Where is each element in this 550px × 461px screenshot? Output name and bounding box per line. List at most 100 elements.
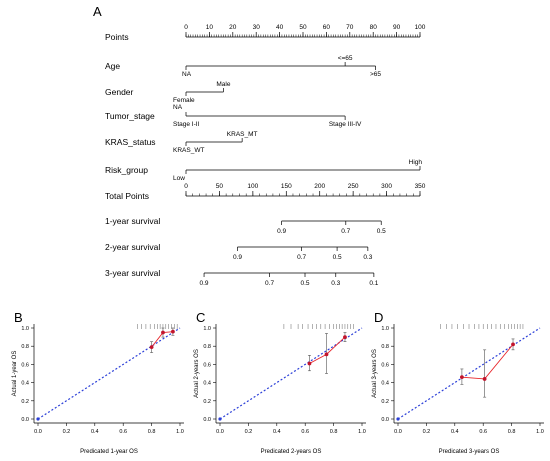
panel-b-x-tick-label: 0.4 — [91, 429, 99, 435]
panel-b-y-axis-label: Actual 1-year OS — [12, 351, 18, 397]
row-label-kras-status: KRAS_status — [105, 137, 156, 147]
1-year-survival-tick-label: 0.7 — [341, 228, 350, 235]
row-label-age: Age — [105, 61, 120, 71]
panel-b-y-tick-label: 0.6 — [21, 362, 29, 368]
panel-c-y-tick-label: 0.0 — [203, 417, 211, 423]
points-tick-label: 90 — [393, 24, 401, 31]
panel-b-y-tick-label: 0.4 — [21, 381, 29, 387]
3-year-survival-tick-label: 0.5 — [300, 280, 309, 287]
2-year-survival-tick-label: 0.7 — [297, 254, 306, 261]
panel-c-data-point — [324, 352, 329, 357]
3-year-survival-tick-label: 0.9 — [200, 280, 209, 287]
panel-c-y-tick-label: 0.4 — [203, 381, 211, 387]
panel-c-data-point — [343, 335, 347, 339]
panel-c-x-axis-label: Predicated 2-years OS — [261, 449, 322, 455]
1-year-survival-tick-label: 0.9 — [277, 228, 286, 235]
total-points-tick-label: 250 — [348, 183, 359, 190]
age-level-65: <=65 — [338, 55, 353, 62]
total-points-tick-label: 50 — [216, 183, 224, 190]
panel-d-origin-marker — [396, 417, 400, 421]
panel-c-x-tick-label: 0.8 — [330, 429, 338, 435]
age-level-na: NA — [182, 71, 192, 78]
panel-d-y-tick-label: 1.0 — [381, 326, 389, 332]
panel-d-label: D — [374, 310, 383, 325]
panel-d-y-tick-label: 0.0 — [381, 417, 389, 423]
points-tick-label: 80 — [370, 24, 378, 31]
panel-b-y-tick-label: 0.0 — [21, 417, 29, 423]
panel-d-y-axis-label: Actual 3-years OS — [372, 349, 378, 398]
panel-label-a: A — [93, 4, 102, 19]
panel-b-data-point — [161, 330, 165, 335]
total-points-tick-label: 100 — [247, 183, 258, 190]
panel-b-data-point — [171, 329, 175, 334]
total-points-tick-label: 300 — [381, 183, 392, 190]
panel-d-x-tick-label: 0.8 — [508, 429, 516, 435]
panel-d-y-tick-label: 0.2 — [381, 399, 389, 405]
panel-b-y-tick-label: 0.8 — [21, 344, 29, 350]
row-label-gender: Gender — [105, 87, 134, 97]
points-tick-label: 50 — [299, 24, 307, 31]
panel-d-x-tick-label: 1.0 — [536, 429, 544, 435]
points-tick-label: 100 — [415, 24, 426, 31]
panel-d-x-tick-label: 0.2 — [423, 429, 431, 435]
2-year-survival-tick-label: 0.9 — [233, 254, 242, 261]
panel-b-data-point — [149, 345, 154, 350]
panel-c-label: C — [196, 310, 205, 325]
panel-c-x-tick-label: 1.0 — [358, 429, 366, 435]
points-tick-label: 20 — [229, 24, 237, 31]
2-year-survival-tick-label: 0.3 — [363, 254, 372, 261]
points-tick-label: 70 — [346, 24, 354, 31]
row-label-total-points: Total Points — [105, 191, 149, 201]
panel-d-x-tick-label: 0.0 — [394, 429, 402, 435]
panel-d-data-point — [460, 375, 464, 380]
panel-d-x-axis-label: Predicated 3-years OS — [439, 449, 500, 455]
panel-b-y-tick-label: 0.2 — [21, 399, 29, 405]
panel-c-calibration-line — [309, 336, 346, 364]
row-label-risk-group: Risk_group — [105, 165, 148, 175]
panel-c-x-tick-label: 0.2 — [245, 429, 253, 435]
row-label-3-year-survival: 3-year survival — [105, 268, 160, 278]
points-tick-label: 40 — [276, 24, 284, 31]
panel-d-data-point — [511, 342, 515, 347]
panel-c-x-tick-label: 0.0 — [216, 429, 224, 435]
3-year-survival-tick-label: 0.3 — [331, 280, 340, 287]
3-year-survival-tick-label: 0.1 — [369, 280, 378, 287]
points-tick-label: 30 — [253, 24, 261, 31]
panel-b-origin-marker — [36, 417, 40, 421]
panel-b-ideal-line — [37, 327, 181, 420]
kras-status-level-kras-mt: KRAS_MT — [227, 131, 258, 138]
row-label-2-year-survival: 2-year survival — [105, 242, 160, 252]
panel-d-y-tick-label: 0.6 — [381, 362, 389, 368]
kras-status-level-kras-wt: KRAS_WT — [173, 147, 204, 154]
panel-b-x-tick-label: 0.0 — [34, 429, 42, 435]
gender-level-female: Female — [173, 97, 195, 104]
panel-c-origin-marker — [218, 417, 222, 421]
points-tick-label: 10 — [206, 24, 214, 31]
total-points-tick-label: 0 — [184, 183, 188, 190]
panel-b-x-axis-label: Predicated 1-year OS — [80, 449, 138, 455]
total-points-tick-label: 350 — [415, 183, 426, 190]
row-label-tumor-stage: Tumor_stage — [105, 111, 155, 121]
panel-b-x-tick-label: 0.6 — [119, 429, 127, 435]
panel-c-x-tick-label: 0.6 — [301, 429, 309, 435]
panel-c-data-point — [307, 361, 312, 366]
panel-d-data-point — [482, 377, 487, 381]
points-tick-label: 0 — [184, 24, 188, 31]
row-label-1-year-survival: 1-year survival — [105, 216, 160, 226]
tumor-stage-level-stage-iii-iv: Stage III-IV — [329, 121, 362, 128]
age-level-65: >65 — [370, 71, 381, 78]
panel-d-ideal-line — [397, 327, 541, 420]
panel-c-x-tick-label: 0.4 — [273, 429, 281, 435]
total-points-tick-label: 150 — [281, 183, 292, 190]
risk-group-level-high: High — [409, 159, 423, 166]
panel-b-x-tick-label: 0.2 — [63, 429, 71, 435]
panel-b-x-tick-label: 0.8 — [148, 429, 156, 435]
panel-b-x-tick-label: 1.0 — [176, 429, 184, 435]
gender-level-male: Male — [216, 81, 230, 88]
risk-group-level-low: Low — [173, 175, 185, 182]
row-label-points: Points — [105, 32, 129, 42]
tumor-stage-level-na: NA — [173, 104, 183, 111]
panel-b-y-tick-label: 1.0 — [21, 326, 29, 332]
panel-b-label: B — [14, 310, 23, 325]
